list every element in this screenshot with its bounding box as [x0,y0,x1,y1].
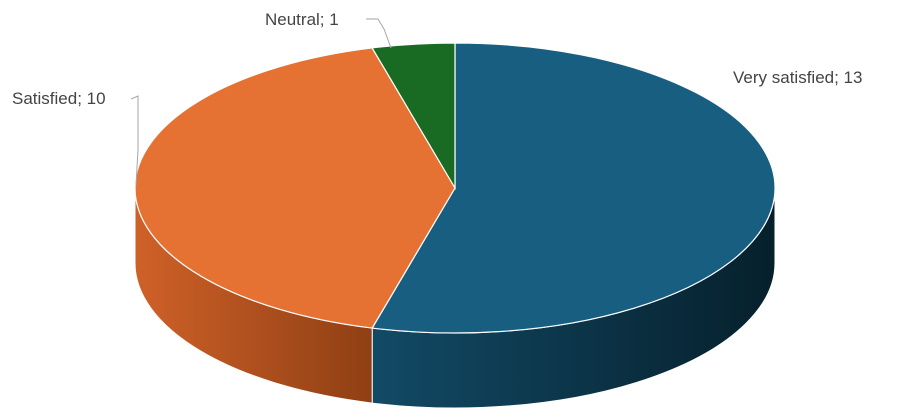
leader-line-satisfied [130,95,139,186]
pie-tops [134,42,776,334]
data-labels: Very satisfied; 13 Satisfied; 10 Neutral; … [12,10,862,108]
data-label-very-satisfied: Very satisfied; 13 [733,68,862,87]
pie-slice-very-satisfied [371,42,776,334]
data-label-neutral: Neutral; 1 [265,10,339,29]
pie-slice-neutral [371,42,456,191]
leader-line-neutral [366,18,392,49]
data-label-satisfied: Satisfied; 10 [12,89,106,108]
leader-lines [130,18,392,186]
pie-slice-satisfied [134,47,456,329]
